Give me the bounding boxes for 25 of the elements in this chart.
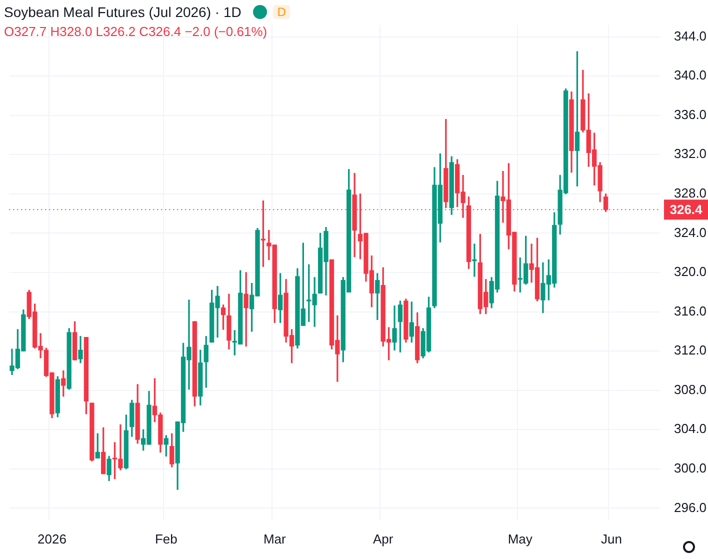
ref-line-label: 326.4 (670, 202, 704, 218)
y-tick-label: 312.0 (674, 342, 707, 358)
y-tick-label: 344.0 (674, 28, 707, 44)
x-tick-label: Feb (154, 531, 178, 546)
x-tick-label: May (508, 531, 533, 546)
y-tick-label: 308.0 (674, 382, 707, 397)
x-tick-label: Jun (600, 531, 622, 546)
y-tick-label: 296.0 (674, 500, 707, 515)
y-tick-label: 340.0 (674, 68, 707, 83)
x-tick-label: Apr (372, 531, 394, 546)
y-tick-label: 300.0 (674, 460, 707, 476)
y-tick-label: 336.0 (674, 106, 707, 122)
x-tick-label: Mar (263, 531, 286, 546)
y-tick-label: 332.0 (674, 146, 707, 162)
y-tick-label: 304.0 (674, 421, 707, 436)
y-tick-label: 320.0 (674, 264, 707, 280)
y-tick-label: 316.0 (674, 303, 707, 318)
y-tick-label: 324.0 (674, 224, 707, 240)
chart-title: Soybean Meal Futures (Jul 2026) · 1D (4, 4, 242, 20)
candlestick (244, 272, 248, 346)
text: D (273, 5, 290, 19)
candlestick (472, 244, 477, 277)
y-tick-label: 328.0 (674, 186, 707, 201)
chart-subtitle: O327.7 H328.0 L326.2 C326.4 −2.0 (−0.61%) (4, 24, 268, 39)
x-tick-label: 2026 (38, 531, 66, 546)
